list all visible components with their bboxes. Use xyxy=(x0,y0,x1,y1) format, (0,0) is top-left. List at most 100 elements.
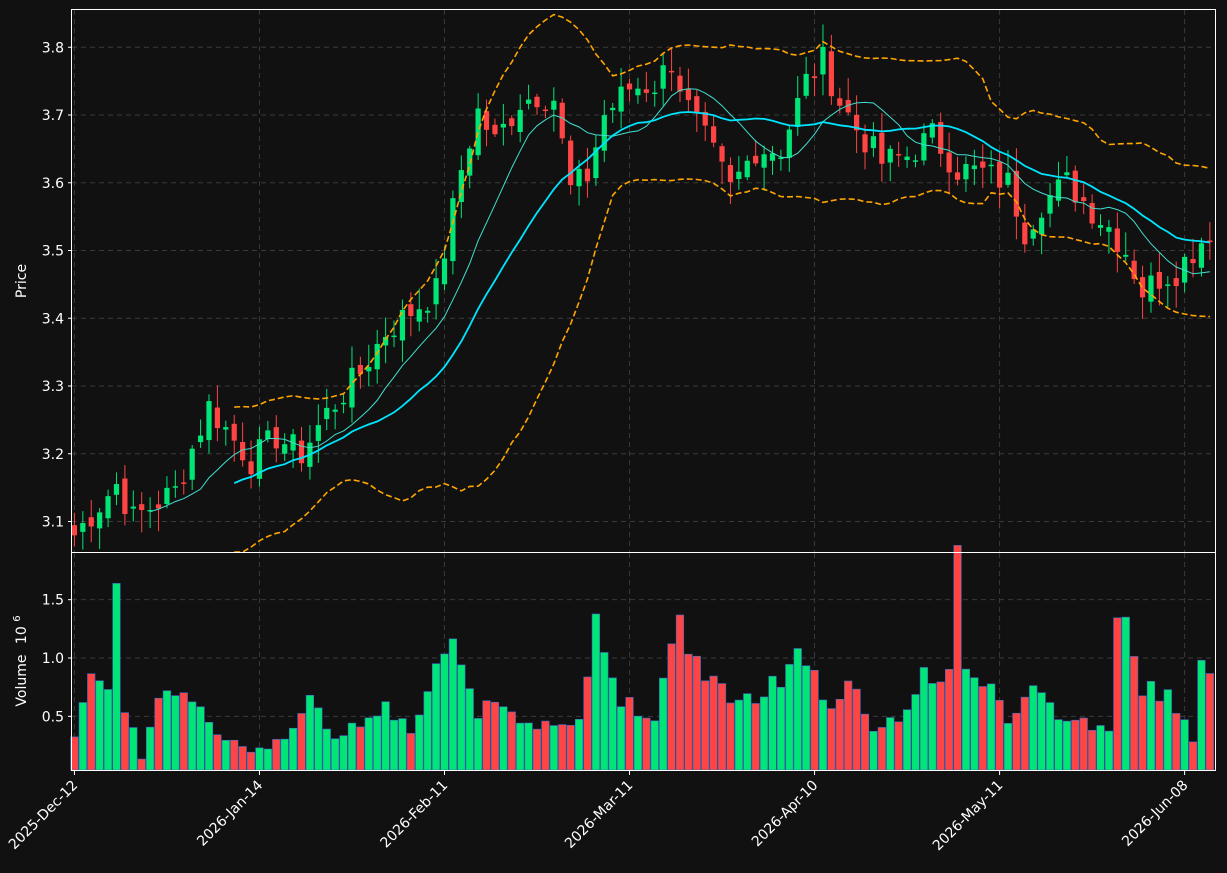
candle-body xyxy=(896,154,902,156)
candle-body xyxy=(97,512,103,529)
volume-axis-title: Volume 10 6 xyxy=(12,615,30,706)
candle-body xyxy=(1047,195,1053,214)
volume-bar xyxy=(667,643,676,771)
candle-body xyxy=(584,168,591,182)
candle-body xyxy=(635,88,641,96)
volume-bar xyxy=(162,690,172,771)
candle-body xyxy=(399,309,406,341)
candle-body xyxy=(668,70,675,73)
candle-body xyxy=(1106,227,1112,232)
candle-body xyxy=(1097,225,1104,228)
candle-body xyxy=(711,126,717,143)
candle-body xyxy=(1190,259,1196,264)
volume-series xyxy=(70,545,1214,771)
volume-bar xyxy=(179,692,188,771)
volume-bar xyxy=(734,699,743,771)
volume-bar xyxy=(541,720,550,771)
volume-bar xyxy=(1180,719,1189,771)
candle-body xyxy=(366,367,372,372)
bollinger-upper-line xyxy=(234,13,1211,408)
volume-bar xyxy=(978,686,987,771)
candle-body xyxy=(357,365,363,375)
volume-bar xyxy=(87,673,96,771)
volume-bar xyxy=(751,703,760,771)
volume-bar xyxy=(1029,685,1038,771)
volume-bar xyxy=(389,719,399,771)
candle-body xyxy=(811,76,818,79)
volume-bar xyxy=(524,722,533,771)
volume-bar xyxy=(717,683,727,771)
volume-bar xyxy=(793,648,802,771)
volume-bar xyxy=(709,675,718,771)
candle-body xyxy=(214,407,221,429)
candle-body xyxy=(610,107,616,111)
candle-body xyxy=(753,155,759,164)
price-tick-label: 3.7 xyxy=(42,108,64,124)
candle-body xyxy=(256,439,263,479)
candle-body xyxy=(938,122,944,154)
volume-bar xyxy=(457,664,466,771)
volume-bar xyxy=(230,739,239,771)
volume-bar xyxy=(516,722,525,771)
candle-body xyxy=(694,96,700,114)
volume-bar xyxy=(617,706,626,771)
volume-bar xyxy=(255,747,264,771)
volume-bar xyxy=(1146,681,1156,771)
volume-bar xyxy=(532,728,542,771)
moving-average-fast-line xyxy=(149,88,1210,513)
volume-bar xyxy=(558,724,567,771)
price-tick-label: 3.8 xyxy=(42,40,64,56)
candle-body xyxy=(147,510,153,512)
candle-body xyxy=(408,304,414,317)
candle-body xyxy=(1198,243,1205,268)
candle-body xyxy=(643,89,649,93)
volume-bar xyxy=(1121,616,1130,771)
candle-body xyxy=(551,100,557,110)
volume-bar xyxy=(431,663,441,771)
moving-average-slow-line xyxy=(233,111,1211,485)
volume-axis-label: Volume xyxy=(14,655,30,707)
volume-bar xyxy=(1020,696,1029,771)
candle-body xyxy=(458,170,464,203)
volume-bar xyxy=(701,680,710,771)
candle-body xyxy=(576,168,582,187)
candle-body xyxy=(88,517,94,527)
candle-body xyxy=(727,165,734,182)
candle-body xyxy=(517,109,523,133)
volume-bar xyxy=(423,691,432,771)
candle-body xyxy=(803,73,809,96)
candle-body xyxy=(971,165,977,170)
candle-body xyxy=(1131,260,1137,280)
volume-bar xyxy=(827,708,836,771)
volume-bar xyxy=(928,683,937,771)
volume-tick-label: 0.5 xyxy=(42,709,64,725)
candle-body xyxy=(433,278,439,305)
candle-body xyxy=(946,152,952,173)
volume-bar xyxy=(1045,702,1055,771)
volume-bar xyxy=(213,734,222,771)
candle-body xyxy=(778,157,784,160)
candle-body xyxy=(963,164,969,180)
volume-bar xyxy=(785,664,794,771)
volume-bar xyxy=(768,675,777,771)
candle-body xyxy=(795,98,801,127)
candle-body xyxy=(845,100,851,113)
candle-body xyxy=(332,409,338,412)
volume-bar xyxy=(852,688,861,771)
volume-bar xyxy=(802,665,811,771)
candle-body xyxy=(769,153,776,161)
volume-bar xyxy=(600,652,609,771)
candle-body xyxy=(248,461,254,475)
volume-bar xyxy=(684,653,693,771)
volume-bar xyxy=(987,683,996,771)
volume-bar xyxy=(953,545,962,771)
volume-bar xyxy=(465,688,474,771)
volume-bar xyxy=(1012,712,1021,771)
candle-body xyxy=(660,65,666,89)
volume-bar xyxy=(1071,719,1080,771)
candle-body xyxy=(197,435,204,443)
volume-bar xyxy=(347,722,357,771)
candle-body xyxy=(1005,172,1011,185)
candle-body xyxy=(492,124,498,135)
volume-bar xyxy=(726,702,735,771)
